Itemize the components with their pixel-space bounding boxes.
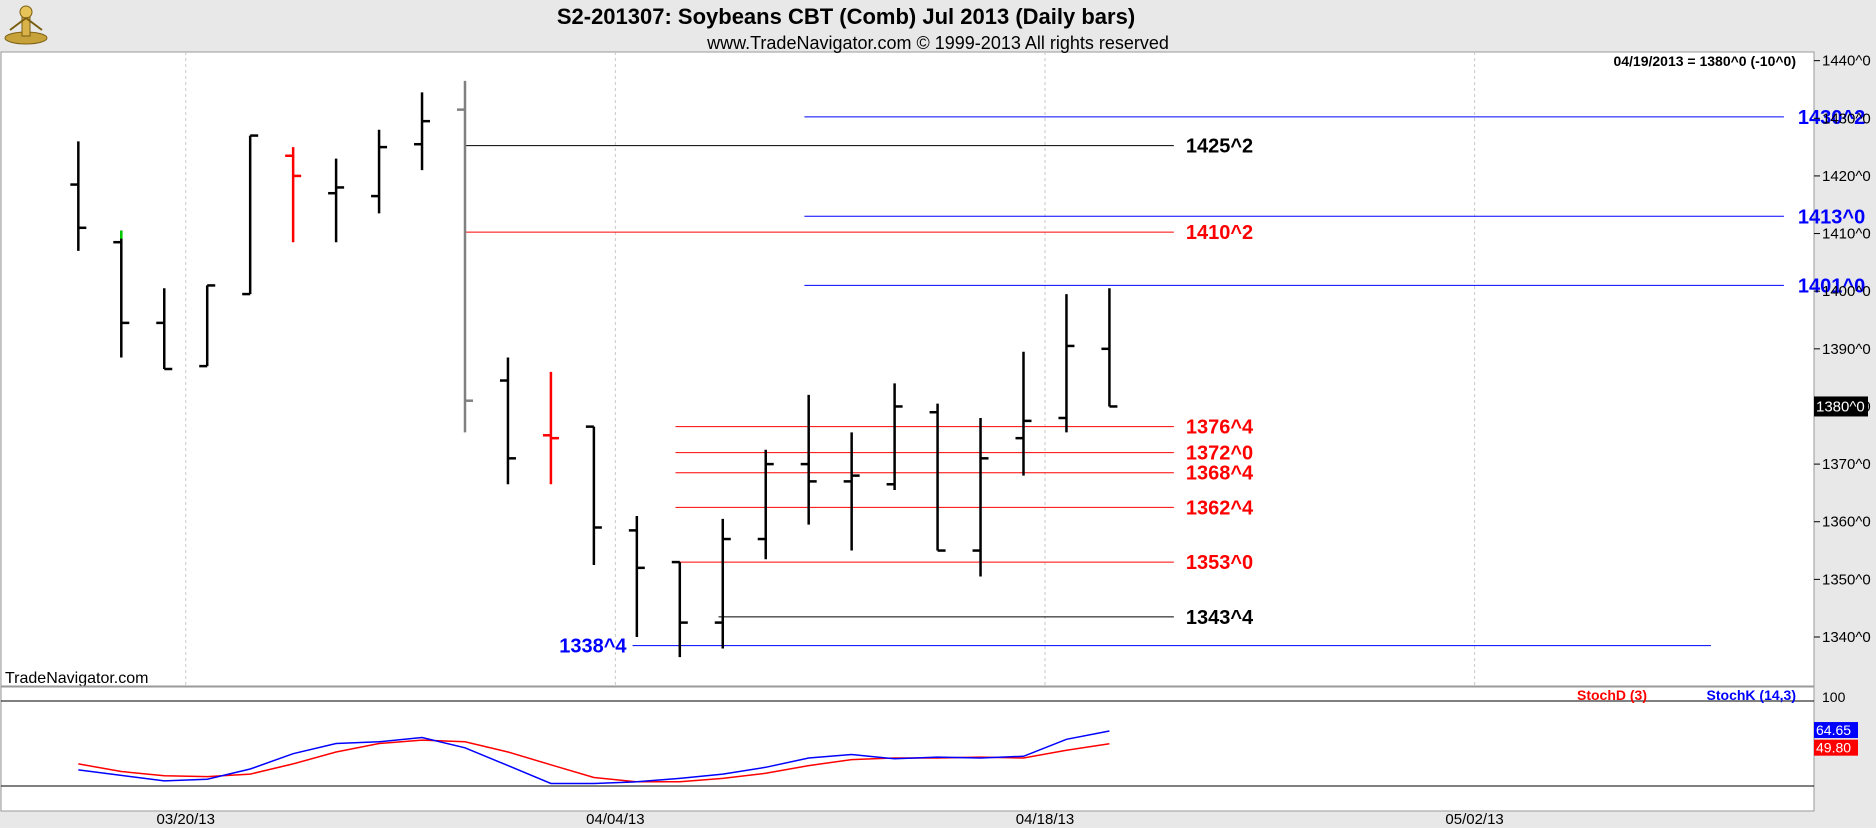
y-tick-label: 1440^0 xyxy=(1822,53,1871,70)
stochd-value-box xyxy=(1814,739,1858,756)
bar-layer xyxy=(70,80,1118,658)
stochd-value: 49.80 xyxy=(1816,740,1851,756)
stochd-legend: StochD (3) xyxy=(1577,687,1647,703)
x-tick-label: 04/18/13 xyxy=(1016,811,1074,828)
level-label: 1376^4 xyxy=(1186,417,1254,439)
level-layer: 1430^2 1425^2 1413^0 1410^2 1401^0 1376^4 1372… xyxy=(464,107,1865,658)
stochk-line xyxy=(78,730,1110,785)
level-label: 1401^0 xyxy=(1798,275,1865,297)
level-label: 1372^0 xyxy=(1186,443,1253,465)
copyright-text: www.TradeNavigator.com © 1999-2013 All r… xyxy=(706,33,1169,53)
level-label: 1410^2 xyxy=(1186,222,1253,244)
level-label: 1425^2 xyxy=(1186,136,1253,158)
y-tick-label: 1390^0 xyxy=(1822,341,1871,358)
plot-background xyxy=(0,51,1815,689)
chart-title: S2-201307: Soybeans CBT (Comb) Jul 2013 … xyxy=(557,4,1135,29)
level-label: 1362^4 xyxy=(1186,497,1254,519)
y-tick-label: 1350^0 xyxy=(1822,571,1871,588)
stochastic-panel xyxy=(0,686,1815,812)
stochk-value-box xyxy=(1814,722,1858,739)
last-price-box xyxy=(1814,396,1868,417)
x-tick-label: 03/20/13 xyxy=(157,811,215,828)
stoch-layer: 64.65 49.80 xyxy=(78,722,1858,785)
level-label: 1353^0 xyxy=(1186,552,1253,574)
x-axis: 03/20/13 04/04/13 04/18/13 05/02/13 xyxy=(157,811,1504,828)
y-tick-label: 1370^0 xyxy=(1822,456,1871,473)
stochd-line xyxy=(78,739,1110,783)
stochk-legend: StochK (14,3) xyxy=(1707,687,1796,703)
level-label: 1413^0 xyxy=(1798,206,1865,228)
last-price-label: 1380^0 xyxy=(1816,398,1865,415)
level-label: 1343^4 xyxy=(1186,607,1254,629)
y-tick-label: 1420^0 xyxy=(1822,168,1871,185)
y-tick-label: 1410^0 xyxy=(1822,226,1871,243)
price-y-axis: 1340^0 1350^0 1360^0 1370^0 1380^0 1390^0 1400… xyxy=(1814,53,1871,646)
x-tick-label: 04/04/13 xyxy=(586,811,644,828)
trade-navigator-logo-icon xyxy=(4,5,48,45)
last-price-info: 04/19/2013 = 1380^0 (-10^0) xyxy=(1613,53,1796,69)
x-tick-label: 05/02/13 xyxy=(1445,811,1503,828)
stoch-top-label: 100 xyxy=(1822,689,1846,705)
y-tick-label: 1400^0 xyxy=(1822,283,1871,300)
level-label: 1368^4 xyxy=(1186,463,1254,485)
level-label: 1430^2 xyxy=(1798,107,1865,129)
level-label: 1338^4 xyxy=(559,636,627,658)
y-tick-label: 1340^0 xyxy=(1822,629,1871,646)
watermark-text: TradeNavigator.com xyxy=(5,670,148,687)
stochk-value: 64.65 xyxy=(1816,722,1851,738)
y-tick-label: 1430^0 xyxy=(1822,110,1871,127)
y-tick-label: 1360^0 xyxy=(1822,514,1871,531)
